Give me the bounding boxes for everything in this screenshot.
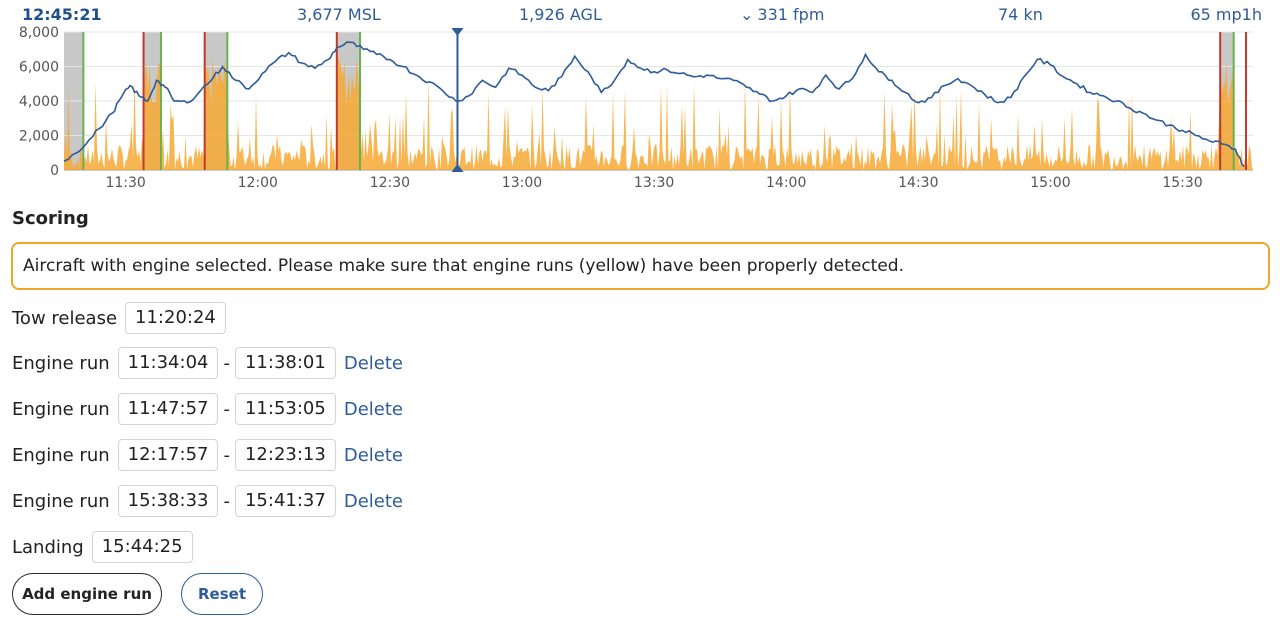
scoring-title: Scoring: [12, 208, 89, 229]
x-tick-label: 15:30: [1162, 175, 1202, 191]
engine-run-end-input[interactable]: 15:41:37: [234, 485, 336, 517]
engine-run-label: Engine run: [12, 490, 110, 512]
engine-run-start-input[interactable]: 11:34:04: [117, 347, 219, 379]
chevron-down-icon: ⌄: [740, 5, 754, 24]
engine-run-end-input[interactable]: 11:53:05: [234, 393, 336, 425]
engine-run-start-input[interactable]: 12:17:57: [117, 439, 219, 471]
delete-engine-run-link[interactable]: Delete: [343, 352, 403, 374]
range-separator: -: [223, 352, 230, 374]
range-separator: -: [223, 444, 230, 466]
landing-time-input[interactable]: 15:44:25: [91, 531, 193, 563]
alert-text: Aircraft with engine selected. Please ma…: [23, 256, 904, 276]
delete-engine-run-link[interactable]: Delete: [343, 398, 403, 420]
engine-run-row: Engine run 12:17:57 - 12:23:13 Delete: [12, 438, 403, 472]
y-tick-label: 8,000: [19, 25, 59, 41]
engine-noise-area: [64, 56, 1253, 171]
engine-run-label: Engine run: [12, 398, 110, 420]
time-cursor: [451, 28, 464, 172]
engine-run-end-input[interactable]: 12:23:13: [234, 439, 336, 471]
tow-release-row: Tow release 11:20:24: [12, 301, 226, 335]
x-tick-label: 13:00: [502, 175, 542, 191]
x-tick-label: 14:00: [766, 175, 806, 191]
x-tick-label: 15:00: [1030, 175, 1070, 191]
glide-ratio: 65 mp1h: [1190, 5, 1262, 24]
tow-release-label: Tow release: [12, 307, 118, 329]
engine-run-start-input[interactable]: 15:38:33: [117, 485, 219, 517]
event-markers: [82, 32, 1248, 170]
landing-row: Landing 15:44:25: [12, 530, 193, 564]
x-tick-label: 13:30: [634, 175, 674, 191]
engine-run-end-input[interactable]: 11:38:01: [234, 347, 336, 379]
engine-run-row: Engine run 11:47:57 - 11:53:05 Delete: [12, 392, 403, 426]
range-separator: -: [223, 490, 230, 512]
altitude-line: [63, 41, 1245, 168]
barogram-chart[interactable]: 8,000 6,000 4,000 2,000 0 11:30 12:00 12:30 13:…: [0, 22, 1280, 197]
y-tick-label: 0: [50, 163, 59, 179]
y-tick-label: 6,000: [19, 60, 59, 76]
cursor-top-handle: [451, 28, 464, 36]
engine-run-label: Engine run: [12, 444, 110, 466]
engine-run-start-input[interactable]: 11:47:57: [117, 393, 219, 425]
tow-release-time-input[interactable]: 11:20:24: [125, 302, 226, 334]
engine-warning-alert: Aircraft with engine selected. Please ma…: [11, 242, 1270, 290]
vario-readout: ⌄ 331 fpm: [740, 5, 824, 24]
landing-label: Landing: [12, 536, 84, 558]
engine-run-row: Engine run 11:34:04 - 11:38:01 Delete: [12, 346, 403, 380]
add-engine-run-button[interactable]: Add engine run: [12, 573, 162, 615]
engine-run-label: Engine run: [12, 352, 110, 374]
engine-run-row: Engine run 15:38:33 - 15:41:37 Delete: [12, 484, 403, 518]
cursor-bottom-handle: [451, 164, 464, 172]
x-tick-label: 11:30: [105, 175, 145, 191]
engine-noise-area: [64, 56, 1253, 171]
y-tick-label: 4,000: [19, 94, 59, 110]
agl-altitude: 1,926 AGL: [519, 5, 602, 24]
delete-engine-run-link[interactable]: Delete: [343, 444, 403, 466]
y-tick-label: 2,000: [19, 129, 59, 145]
flight-readout-bar: 12:45:21 3,677 MSL 1,926 AGL ⌄ 331 fpm 74…: [0, 0, 1280, 30]
x-tick-labels: 11:30 12:00 12:30 13:00 13:30 14:00 14:30 15:00…: [105, 175, 1202, 191]
x-tick-label: 12:30: [370, 175, 410, 191]
range-separator: -: [223, 398, 230, 420]
x-tick-label: 14:30: [898, 175, 938, 191]
reset-button[interactable]: Reset: [181, 573, 263, 615]
msl-altitude: 3,677 MSL: [297, 5, 381, 24]
vario-value: 331 fpm: [757, 5, 825, 24]
cursor-time: 12:45:21: [22, 5, 102, 24]
x-tick-label: 12:00: [238, 175, 278, 191]
altitude-series: [63, 41, 1245, 168]
ground-speed: 74 kn: [998, 5, 1043, 24]
y-tick-labels: 8,000 6,000 4,000 2,000 0: [19, 25, 59, 179]
delete-engine-run-link[interactable]: Delete: [343, 490, 403, 512]
